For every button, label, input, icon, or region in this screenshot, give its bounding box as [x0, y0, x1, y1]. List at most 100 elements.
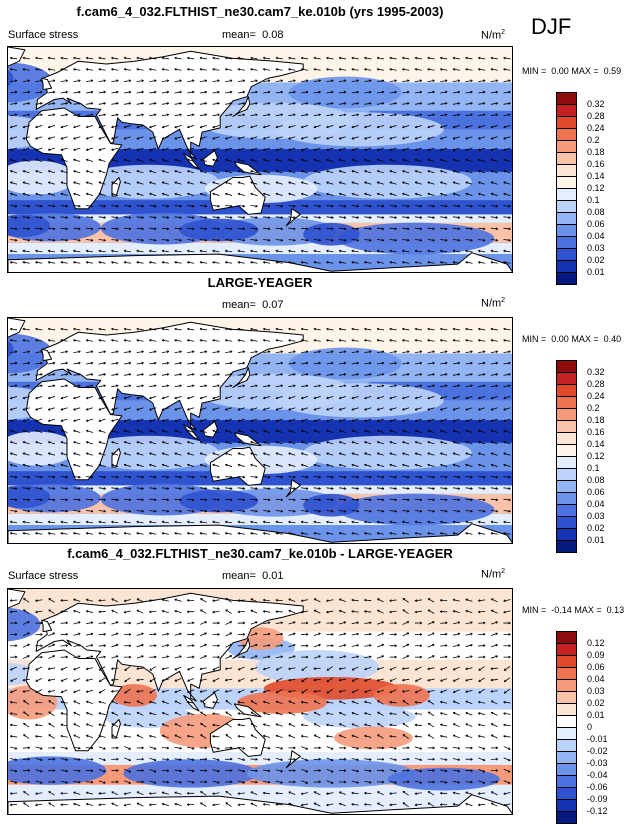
panel-1-variable: Surface stress — [8, 29, 78, 41]
field-blob — [179, 490, 258, 513]
colorbar-swatch — [556, 528, 577, 540]
colorbar-label: 0.12 — [587, 451, 605, 461]
field-blob — [303, 494, 359, 517]
colorbar-label: 0.08 — [587, 207, 605, 217]
field-blob — [275, 112, 444, 146]
panel-1-minmax: MIN = 0.00 MAX = 0.59 — [522, 66, 621, 76]
colorbar-swatch — [556, 396, 577, 408]
colorbar-swatch — [556, 432, 577, 444]
colorbar-label: 0.01 — [587, 267, 605, 277]
panel-3-mean-value: 0.01 — [262, 570, 283, 582]
field-blob — [337, 494, 494, 526]
colorbar-label: 0.04 — [587, 231, 605, 241]
panel-3-map — [7, 588, 513, 815]
colorbar-label: -0.02 — [587, 746, 608, 756]
colorbar-label: 0.08 — [587, 475, 605, 485]
field-blob — [179, 219, 258, 242]
panel-2-units: N/m2 — [481, 297, 505, 310]
colorbar-label: 0.14 — [587, 171, 605, 181]
panel-3-map-svg — [8, 589, 513, 815]
colorbar-swatch — [556, 655, 577, 667]
colorbar-label: 0.32 — [587, 99, 605, 109]
colorbar-label: 0.06 — [587, 487, 605, 497]
colorbar-swatch — [556, 200, 577, 212]
colorbar-label: 0.16 — [587, 159, 605, 169]
colorbar-label: 0.03 — [587, 243, 605, 253]
colorbar-swatch — [556, 799, 577, 811]
colorbar-swatch — [556, 715, 577, 727]
colorbar-swatch — [556, 787, 577, 799]
colorbar-label: 0.32 — [587, 367, 605, 377]
panel-2-map — [7, 317, 513, 544]
colorbar-swatch — [556, 444, 577, 456]
colorbar-label: 0.03 — [587, 511, 605, 521]
colorbar-swatch — [556, 739, 577, 751]
colorbar-label: 0.06 — [587, 662, 605, 672]
colorbar-swatch — [556, 631, 577, 643]
panel-3-title: f.cam6_4_032.FLTHIST_ne30.cam7_ke.010b -… — [10, 546, 510, 561]
colorbar-label: 0.1 — [587, 195, 600, 205]
colorbar-label: 0.18 — [587, 415, 605, 425]
colorbar-swatch — [556, 468, 577, 480]
colorbar-label: 0.2 — [587, 403, 600, 413]
panel-1-mean: mean= 0.08 — [222, 29, 284, 41]
colorbar-swatch — [556, 212, 577, 224]
panel-3-units: N/m2 — [481, 568, 505, 581]
colorbar-label: 0.1 — [587, 463, 600, 473]
colorbar-swatch — [556, 420, 577, 432]
colorbar-swatch — [556, 360, 577, 372]
colorbar-swatch — [556, 679, 577, 691]
colorbar-swatch — [556, 140, 577, 152]
colorbar-label: 0.2 — [587, 135, 600, 145]
colorbar-swatch — [556, 384, 577, 396]
colorbar-label: 0.28 — [587, 111, 605, 121]
colorbar-label: 0.16 — [587, 427, 605, 437]
panel-2-mean-value: 0.07 — [262, 299, 283, 311]
colorbar-swatch — [556, 260, 577, 272]
panel-2-mean: mean= 0.07 — [222, 299, 284, 311]
colorbar-label: 0.12 — [587, 638, 605, 648]
colorbar-label: -0.09 — [587, 794, 608, 804]
panel-1-title: f.cam6_4_032.FLTHIST_ne30.cam7_ke.010b (… — [10, 4, 510, 19]
colorbar-label: 0.03 — [587, 686, 605, 696]
field-blob — [275, 383, 444, 417]
colorbar-swatch — [556, 775, 577, 787]
colorbar-swatch — [556, 751, 577, 763]
colorbar-swatch — [556, 408, 577, 420]
colorbar-swatch — [556, 128, 577, 140]
colorbar-swatch — [556, 236, 577, 248]
colorbar-label: -0.03 — [587, 758, 608, 768]
colorbar-swatch — [556, 516, 577, 528]
panel-3-mean: mean= 0.01 — [222, 570, 284, 582]
panel-2-map-svg — [8, 318, 513, 544]
field-blob — [303, 705, 415, 728]
colorbar-label: 0 — [587, 722, 592, 732]
panel-1-map — [7, 46, 513, 273]
colorbar-label: -0.12 — [587, 806, 608, 816]
colorbar-label: -0.01 — [587, 734, 608, 744]
colorbar-swatch — [556, 504, 577, 516]
colorbar-swatch — [556, 272, 577, 285]
panel-1-units: N/m2 — [481, 29, 505, 42]
colorbar-label: 0.01 — [587, 535, 605, 545]
colorbar-swatch — [556, 176, 577, 188]
colorbar-swatch — [556, 492, 577, 504]
colorbar-label: 0.12 — [587, 183, 605, 193]
colorbar-label: 0.28 — [587, 379, 605, 389]
colorbar-swatch — [556, 152, 577, 164]
colorbar-swatch — [556, 540, 577, 553]
colorbar-swatch — [556, 248, 577, 260]
colorbar-label: 0.24 — [587, 123, 605, 133]
colorbar-label: 0.04 — [587, 674, 605, 684]
colorbar-swatch — [556, 188, 577, 200]
colorbar-swatch — [556, 372, 577, 384]
panel-1-mean-value: 0.08 — [262, 29, 283, 41]
panel-3-minmax: MIN = -0.14 MAX = 0.13 — [522, 605, 624, 615]
colorbar-swatch — [556, 164, 577, 176]
colorbar-label: 0.14 — [587, 439, 605, 449]
field-blob — [334, 727, 413, 750]
panel-2-title: LARGE-YEAGER — [10, 275, 510, 290]
colorbar-label: 0.02 — [587, 255, 605, 265]
colorbar-label: 0.09 — [587, 650, 605, 660]
colorbar-label: 0.02 — [587, 698, 605, 708]
